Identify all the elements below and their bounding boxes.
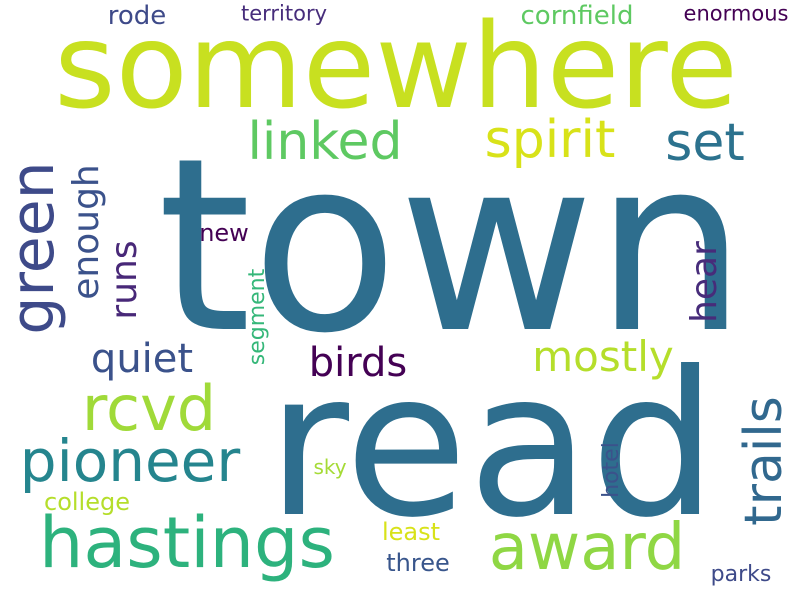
word-hastings: hastings	[39, 502, 335, 584]
word-somewhere: somewhere	[54, 0, 738, 135]
word-cornfield: cornfield	[520, 1, 634, 31]
word-sky: sky	[313, 455, 347, 479]
word-mostly: mostly	[532, 332, 674, 381]
word-territory: territory	[240, 1, 328, 26]
word-runs: runs	[104, 240, 145, 320]
word-college: college	[44, 488, 130, 516]
word-segment: segment	[245, 268, 270, 366]
word-quiet: quiet	[90, 336, 194, 382]
word-read: read	[266, 329, 718, 562]
word-least: least	[381, 518, 441, 546]
word-three: three	[386, 549, 450, 577]
word-trails: trails	[734, 396, 794, 526]
word-rode: rode	[107, 1, 167, 31]
word-hotel: hotel	[599, 442, 624, 498]
word-spirit: spirit	[484, 110, 616, 170]
word-hear: hear	[684, 241, 725, 323]
word-rcvd: rcvd	[81, 372, 217, 445]
word-town: town	[157, 106, 747, 386]
word-set: set	[665, 113, 745, 173]
word-pioneer: pioneer	[19, 427, 241, 495]
word-award: award	[488, 511, 686, 585]
word-birds: birds	[308, 340, 408, 386]
word-enough: enough	[66, 164, 107, 300]
word-new: new	[199, 219, 249, 247]
word-green: green	[0, 161, 68, 335]
word-enormous: enormous	[683, 1, 789, 26]
word-parks: parks	[710, 562, 772, 587]
word-linked: linked	[247, 112, 403, 172]
